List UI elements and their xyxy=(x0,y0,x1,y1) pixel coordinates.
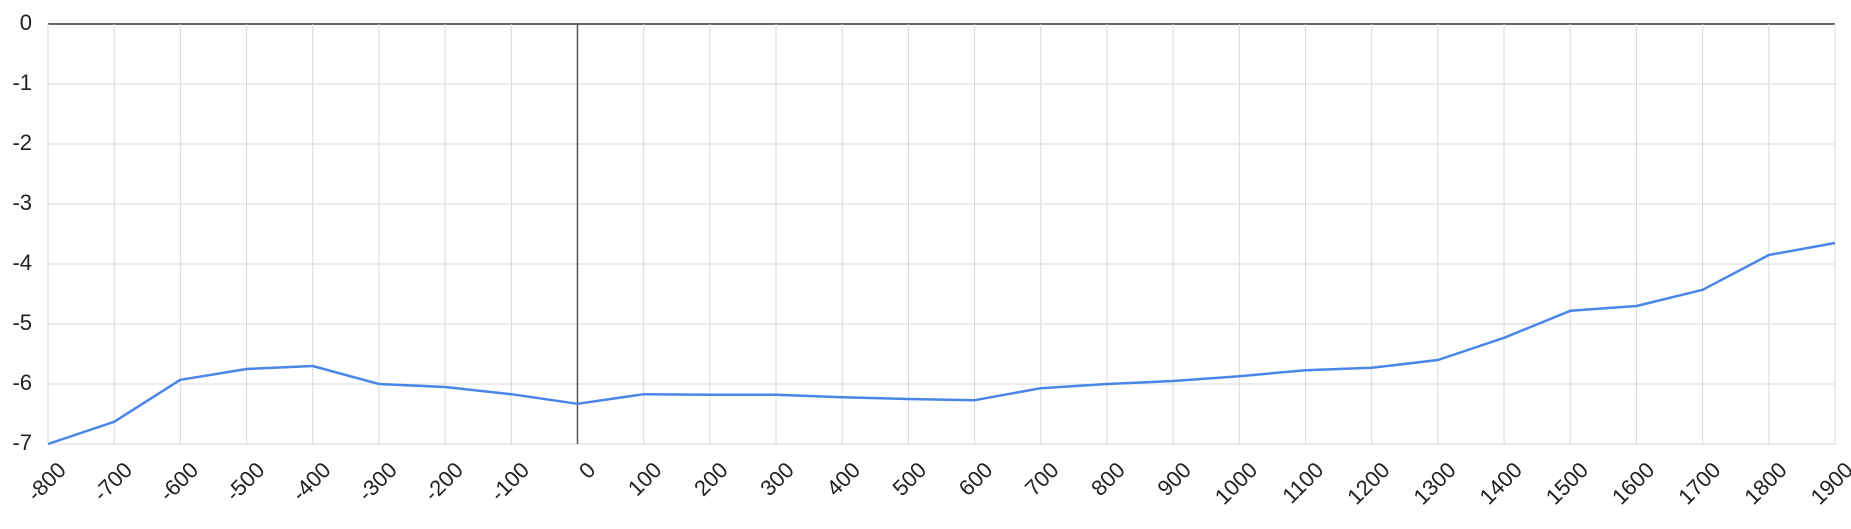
x-tick-label: 700 xyxy=(1020,457,1064,501)
y-tick-label: -6 xyxy=(12,370,32,395)
x-tick-label: 1300 xyxy=(1408,457,1460,509)
x-tick-label: -300 xyxy=(353,457,402,506)
x-tick-label: 1500 xyxy=(1541,457,1593,509)
x-tick-label: 900 xyxy=(1152,457,1196,501)
y-tick-label: -7 xyxy=(12,430,32,455)
x-tick-label: 100 xyxy=(623,457,667,501)
x-tick-label: -800 xyxy=(22,457,71,506)
x-tick-label: 1900 xyxy=(1806,457,1851,509)
data-line xyxy=(47,241,1836,446)
x-tick-label: -100 xyxy=(485,457,534,506)
y-tick-label: -3 xyxy=(12,190,32,215)
x-tick-label: 500 xyxy=(888,457,932,501)
x-tick-label: 1200 xyxy=(1342,457,1394,509)
x-tick-label: -700 xyxy=(88,457,137,506)
x-tick-label: 1400 xyxy=(1475,457,1527,509)
x-tick-label: -400 xyxy=(287,457,336,506)
x-tick-label: 600 xyxy=(954,457,998,501)
y-tick-label: 0 xyxy=(20,10,32,35)
x-tick-label: 0 xyxy=(574,457,600,483)
x-tick-label: -500 xyxy=(221,457,270,506)
x-tick-label: 1600 xyxy=(1607,457,1659,509)
y-tick-label: -2 xyxy=(12,130,32,155)
x-tick-label: 1000 xyxy=(1210,457,1262,509)
x-tick-label: 200 xyxy=(689,457,733,501)
x-tick-label: 300 xyxy=(755,457,799,501)
y-tick-label: -5 xyxy=(12,310,32,335)
x-tick-label: 1800 xyxy=(1739,457,1791,509)
x-tick-label: -600 xyxy=(154,457,203,506)
y-tick-label: -4 xyxy=(12,250,32,275)
x-tick-label: 1100 xyxy=(1277,457,1328,508)
x-tick-label: 1700 xyxy=(1673,457,1725,509)
x-tick-label: -200 xyxy=(419,457,468,506)
x-tick-label: 400 xyxy=(821,457,865,501)
y-tick-label: -1 xyxy=(12,70,32,95)
x-tick-label: 800 xyxy=(1086,457,1130,501)
